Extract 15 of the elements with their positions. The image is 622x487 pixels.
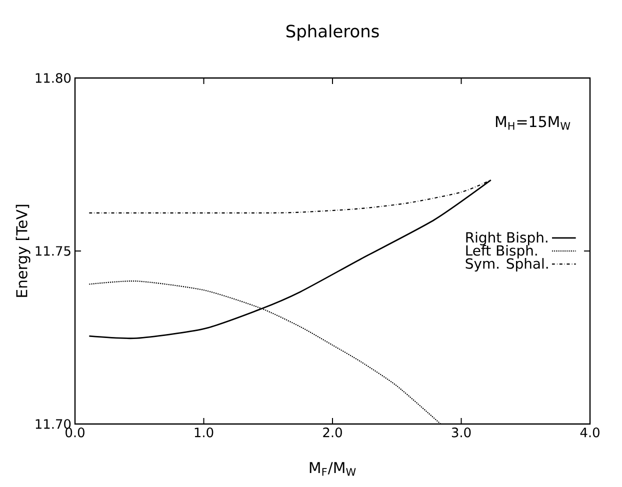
x-axis-title: M$_{F}$/M$_{W}$ — [310, 462, 356, 476]
annotation: M$_{H}$=15M$_{W}$ — [496, 116, 570, 130]
y-tick-label: 11.75 — [36, 246, 70, 256]
legend-label: Sym. Sphal. — [466, 258, 548, 272]
legend-label: Right Bisph. — [466, 232, 548, 246]
y-axis-title: Energy [TeV] — [16, 204, 30, 297]
chart-title: Sphalerons — [286, 24, 379, 41]
x-tick-label: 1.0 — [194, 428, 214, 438]
x-tick-label: 2.0 — [323, 428, 342, 438]
y-tick-label: 11.80 — [36, 73, 71, 83]
x-tick-label: 0.0 — [66, 428, 84, 438]
x-tick-label: 3.0 — [452, 428, 471, 438]
legend-label: Left Bisph. — [466, 244, 537, 258]
y-tick-label: 11.70 — [36, 419, 71, 429]
x-tick-label: 4.0 — [580, 428, 600, 438]
